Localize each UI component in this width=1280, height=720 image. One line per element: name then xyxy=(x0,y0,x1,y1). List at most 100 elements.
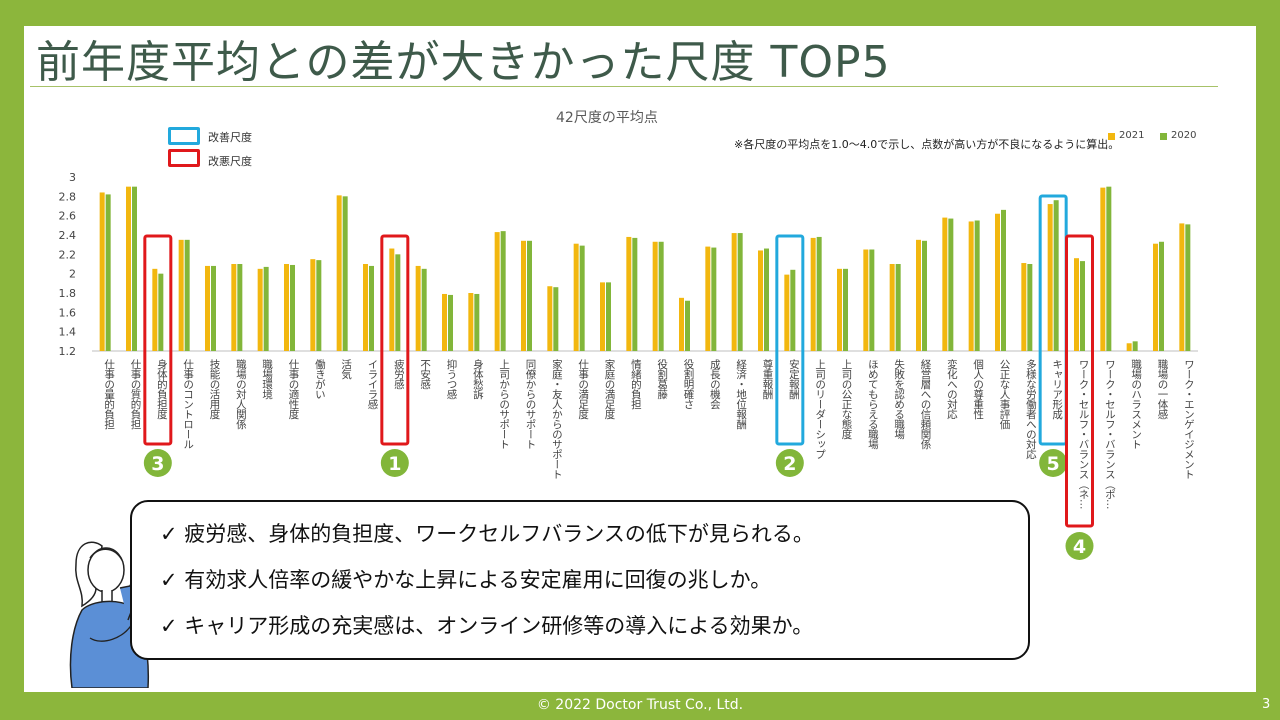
rank-badge xyxy=(143,449,172,477)
bar-2021 xyxy=(284,264,289,351)
y-tick-label: 1.2 xyxy=(59,345,77,358)
bar-2020 xyxy=(448,294,453,351)
bar-2020 xyxy=(843,268,848,351)
bar-2021 xyxy=(705,246,711,351)
legend-improved-swatch xyxy=(168,127,200,145)
category-label: 変化への対応 xyxy=(946,358,958,419)
bar-2020 xyxy=(816,236,822,351)
bar-2021 xyxy=(363,264,368,351)
bar-2020 xyxy=(369,265,374,351)
bar-2020 xyxy=(606,282,611,351)
bar-2020 xyxy=(948,218,954,351)
category-label: 経営層への信頼関係 xyxy=(920,358,932,450)
bar-2021 xyxy=(626,236,632,351)
bar-2021 xyxy=(573,243,579,351)
legend-improved-label: 改善尺度 xyxy=(208,131,252,144)
category-label: 上司からのサポート xyxy=(498,359,510,449)
title-divider xyxy=(30,86,1218,87)
bar-2020 xyxy=(895,264,901,351)
legend-worsened-label: 改悪尺度 xyxy=(208,155,252,168)
y-tick-label: 1.8 xyxy=(59,287,77,300)
y-tick-label: 1.6 xyxy=(59,306,77,319)
category-label: 安定報酬 xyxy=(788,358,800,400)
bar-2021 xyxy=(494,232,500,351)
category-label: 職場の一体感 xyxy=(1157,359,1169,419)
category-label: イライラ感 xyxy=(367,359,379,409)
category-label: ほめてもらえる職場 xyxy=(867,359,879,450)
highlight-box-worse xyxy=(143,234,173,446)
bar-2020 xyxy=(290,264,295,351)
bar-2020 xyxy=(132,186,137,351)
bar-2021 xyxy=(231,264,237,351)
bar-2021 xyxy=(652,241,658,351)
highlight-box-better xyxy=(775,234,805,446)
rank-badge-number: 3 xyxy=(151,453,164,475)
rank-badge xyxy=(775,449,804,477)
bar-2020 xyxy=(1027,264,1033,351)
category-label: 尊重報酬 xyxy=(762,358,774,400)
bar-2021 xyxy=(810,237,816,351)
series-legend-2021-swatch xyxy=(1108,133,1115,140)
bar-2021 xyxy=(126,186,131,351)
bar-2021 xyxy=(468,293,474,351)
legend-worsened-swatch xyxy=(168,149,200,167)
bar-2020 xyxy=(263,266,269,351)
bar-2021 xyxy=(1074,258,1079,351)
bar-2021 xyxy=(600,282,605,351)
category-label: 仕事の量的負担 xyxy=(103,358,115,429)
y-tick-label: 2.6 xyxy=(59,210,77,223)
bar-2020 xyxy=(1132,341,1138,351)
series-legend-2020-swatch xyxy=(1160,133,1167,140)
summary-bullet-2: ✓ 有効求人倍率の緩やかな上昇による安定雇用に回復の兆しか。 xyxy=(160,568,772,592)
summary-bullet-1: ✓ 疲労感、身体的負担度、ワークセルフバランスの低下が見られる。 xyxy=(160,522,814,546)
rank-badge-number: 5 xyxy=(1047,453,1060,475)
chart-title: 42尺度の平均点 xyxy=(556,110,658,126)
bar-2021 xyxy=(968,221,974,351)
bar-2021 xyxy=(521,240,526,351)
bar-2021 xyxy=(310,259,316,351)
bar-2020 xyxy=(500,231,506,351)
bar-2020 xyxy=(790,269,796,351)
bar-2020 xyxy=(711,247,717,351)
category-label: 経済・地位報酬 xyxy=(735,358,747,430)
category-label: 身体愁訴 xyxy=(472,358,484,400)
bar-2021 xyxy=(1021,263,1027,351)
highlight-box-worse xyxy=(380,234,410,446)
y-tick-label: 2 xyxy=(69,268,76,281)
rank-badge-number: 4 xyxy=(1073,536,1086,558)
bar-2021 xyxy=(758,250,763,351)
category-label: ワーク・セルフ・バランス（ネ… xyxy=(1078,359,1090,509)
footer-copyright: © 2022 Doctor Trust Co., Ltd. xyxy=(536,697,744,713)
bar-2020 xyxy=(1185,224,1191,351)
bar-2020 xyxy=(316,260,322,351)
category-label: ワーク・エンゲイジメント xyxy=(1183,359,1195,479)
y-tick-label: 1.4 xyxy=(59,326,77,339)
page-number: 3 xyxy=(1262,697,1271,712)
category-label: 仕事の適性度 xyxy=(288,358,300,420)
category-label: 家庭の満足度 xyxy=(604,358,616,420)
rank-badge-number: 1 xyxy=(388,453,401,475)
bar-2021 xyxy=(731,233,737,351)
bar-2021 xyxy=(1126,343,1132,351)
rank-badge-number: 2 xyxy=(783,453,796,475)
bar-2020 xyxy=(211,265,216,351)
bar-2021 xyxy=(889,264,895,351)
category-label: 成長の機会 xyxy=(709,359,721,410)
category-label: キャリア形成 xyxy=(1051,359,1063,420)
category-label: 情緒的負担 xyxy=(630,358,642,409)
bar-2021 xyxy=(99,192,105,351)
bar-2020 xyxy=(105,194,111,351)
category-label: 上司の公正な態度 xyxy=(841,359,853,440)
bar-2020 xyxy=(158,273,164,351)
bar-2021 xyxy=(442,293,447,351)
bar-2020 xyxy=(474,293,480,351)
bar-2020 xyxy=(685,300,690,351)
bar-2020 xyxy=(395,254,401,351)
bar-2021 xyxy=(837,268,842,351)
bar-2020 xyxy=(1106,186,1112,351)
bar-2021 xyxy=(257,268,263,351)
bar-2021 xyxy=(1047,204,1053,351)
category-label: 身体的負担度 xyxy=(156,358,168,420)
bar-2021 xyxy=(389,248,395,351)
bar-2020 xyxy=(632,237,638,351)
